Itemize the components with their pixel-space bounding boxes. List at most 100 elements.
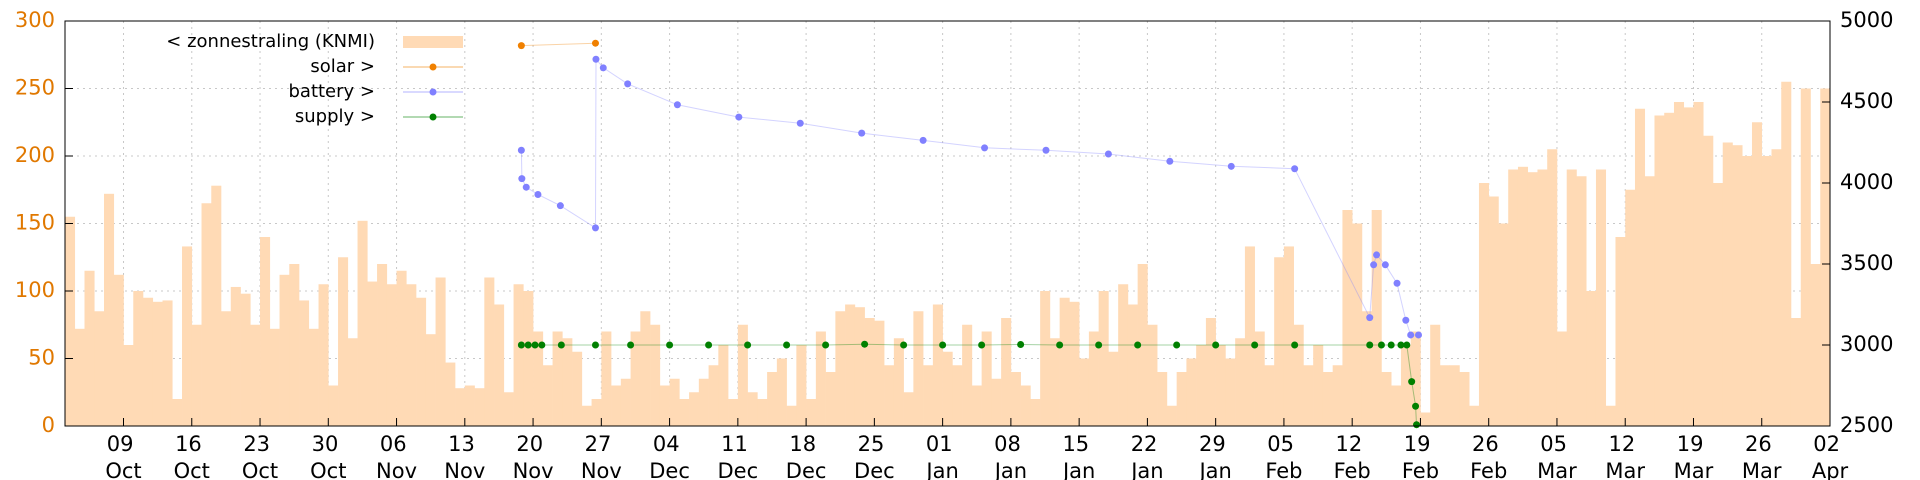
bar <box>182 246 193 426</box>
point <box>517 146 525 154</box>
bar <box>728 399 739 426</box>
bar <box>1800 88 1811 426</box>
bar <box>533 331 544 426</box>
bar <box>669 378 680 426</box>
bar <box>835 311 846 426</box>
bar <box>260 237 271 426</box>
bar <box>113 274 124 426</box>
bar <box>74 328 85 426</box>
bar <box>162 300 173 426</box>
bar <box>523 291 534 426</box>
bar <box>1586 291 1597 426</box>
legend-label: battery > <box>288 81 375 102</box>
bar <box>347 338 358 426</box>
bar <box>815 331 826 426</box>
point <box>1166 157 1174 165</box>
bar <box>191 324 202 426</box>
bar <box>1264 365 1275 426</box>
bar <box>1673 102 1685 426</box>
bar <box>279 274 290 426</box>
bar <box>221 311 232 426</box>
x-tick-label: 08 Jan <box>993 432 1028 480</box>
bar <box>1625 189 1636 426</box>
bar <box>299 300 310 426</box>
bar <box>328 385 339 426</box>
x-tick-label: 22 Jan <box>1129 432 1164 480</box>
bar <box>1644 176 1655 426</box>
bar <box>825 372 836 426</box>
bar <box>1556 331 1568 426</box>
x-tick-label: 30 Oct <box>310 432 346 480</box>
y2-tick-label: 4500 <box>1840 89 1893 113</box>
x-tick-label: 23 Oct <box>242 432 278 480</box>
bar <box>464 385 475 426</box>
bar <box>1547 149 1558 426</box>
bar <box>1391 385 1402 426</box>
y-tick-label: 0 <box>42 413 55 437</box>
bar <box>757 399 768 426</box>
series-line <box>521 42 596 47</box>
bar <box>1196 345 1207 426</box>
bar <box>611 385 622 426</box>
point <box>534 191 542 199</box>
bar <box>572 351 583 426</box>
bar <box>874 320 885 426</box>
x-tick-label: 25 Dec <box>854 432 895 480</box>
point <box>981 144 989 152</box>
bar <box>630 331 641 426</box>
bar <box>1751 122 1763 426</box>
bar <box>474 388 485 426</box>
bar <box>230 286 241 426</box>
bar <box>1274 257 1285 426</box>
x-tick-label: 13 Nov <box>444 432 485 480</box>
bar <box>1313 345 1324 426</box>
bar <box>1722 142 1733 426</box>
bar <box>708 365 719 426</box>
legend-label: solar > <box>310 56 375 77</box>
point <box>673 101 681 109</box>
bar <box>1761 156 1772 426</box>
bar <box>767 372 778 426</box>
bar <box>484 277 495 426</box>
point <box>744 341 752 349</box>
bar <box>1781 81 1792 426</box>
bar <box>1186 358 1197 426</box>
point <box>1413 421 1421 429</box>
bar <box>1049 338 1060 426</box>
point <box>1370 261 1378 269</box>
bar <box>1693 102 1704 426</box>
bar <box>601 331 612 426</box>
legend: < zonnestraling (KNMI) solar > battery > su… <box>166 31 463 127</box>
bar <box>1352 223 1363 426</box>
bar <box>962 324 973 426</box>
y2-tick-label: 2500 <box>1840 413 1893 437</box>
bar <box>1742 156 1753 426</box>
point <box>627 341 635 349</box>
lines <box>517 39 1422 429</box>
point <box>1173 341 1181 349</box>
bar <box>747 392 758 426</box>
point <box>1134 341 1142 349</box>
bar <box>737 324 748 426</box>
bar <box>640 311 651 426</box>
bar <box>367 281 378 426</box>
point <box>1291 341 1299 349</box>
point <box>666 341 674 349</box>
bar <box>952 365 963 426</box>
bar <box>396 270 407 426</box>
x-tick-label: 12 Feb <box>1334 432 1371 480</box>
bar <box>1498 223 1509 426</box>
point <box>591 224 599 232</box>
bar <box>942 351 953 426</box>
bar <box>84 270 95 426</box>
point <box>1412 402 1420 410</box>
bar <box>581 405 592 426</box>
point <box>1104 150 1112 158</box>
bar <box>1605 405 1616 426</box>
bar <box>1537 169 1548 426</box>
bar <box>1030 399 1041 426</box>
point <box>1366 341 1374 349</box>
bar <box>786 405 797 426</box>
bar <box>864 318 875 426</box>
x-tick-label: 02 Apr <box>1812 432 1849 480</box>
